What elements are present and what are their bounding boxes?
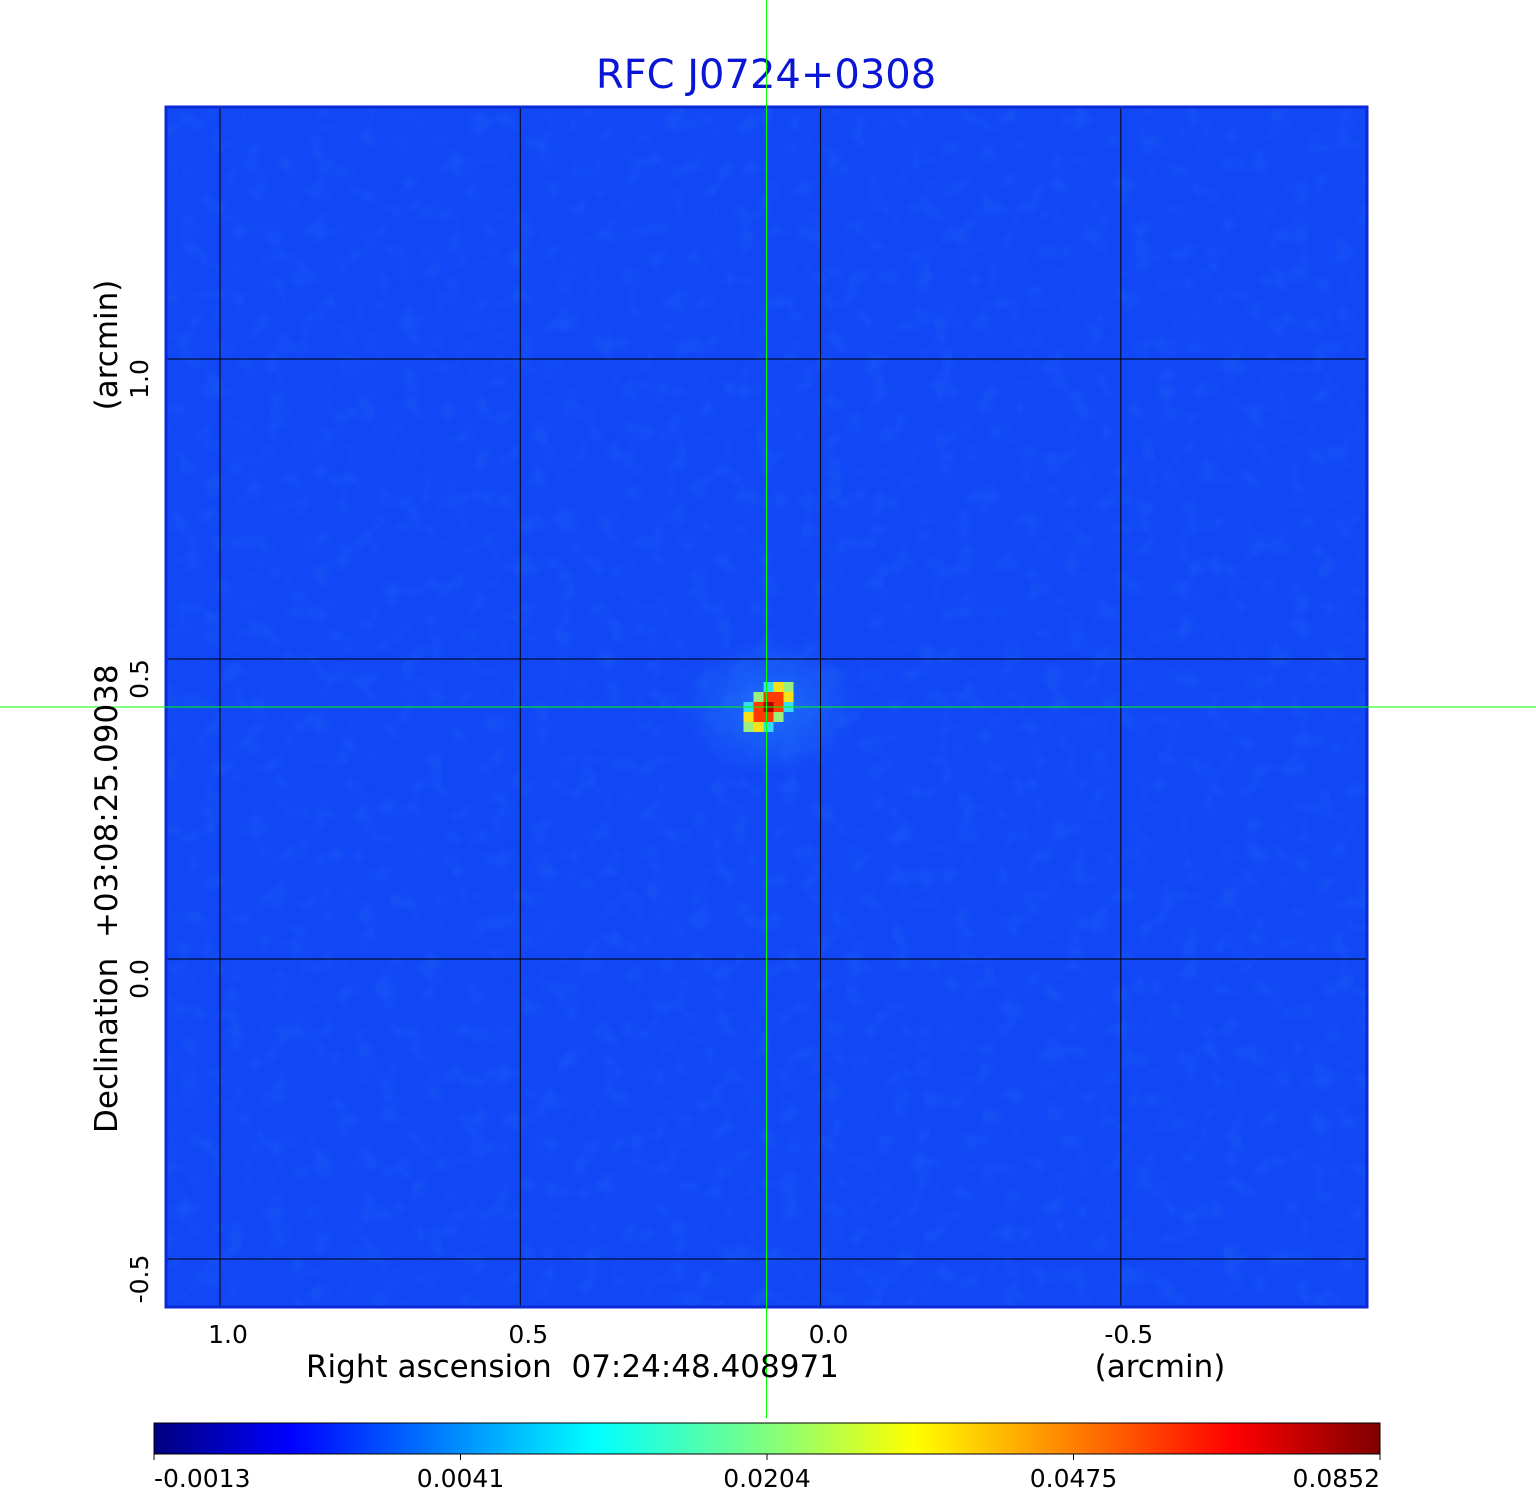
source-pixel <box>763 682 774 692</box>
colorbar-tick-label: 0.0475 <box>1030 1464 1117 1493</box>
y-tick-label: -0.5 <box>125 1255 154 1304</box>
x-tick-label: 1.0 <box>208 1320 248 1349</box>
y-axis-label: Declination +03:08:25.09038 <box>89 664 125 1133</box>
y-tick-label: 1.0 <box>125 359 154 399</box>
y-tick-labels: 1.0 0.5 0.0 -0.5 <box>125 359 154 1303</box>
colorbar-tick-label: 0.0041 <box>417 1464 504 1493</box>
x-axis-unit: (arcmin) <box>1095 1349 1226 1385</box>
source-pixel <box>763 722 774 732</box>
source-pixel <box>753 692 764 702</box>
source-pixel <box>783 692 794 702</box>
crosshair <box>0 0 1536 1418</box>
colorbar-tick-label: -0.0013 <box>154 1464 251 1493</box>
source-pixel <box>743 722 754 732</box>
y-tick-label: 0.0 <box>125 959 154 999</box>
colorbar-tick-label: 0.0204 <box>723 1464 810 1493</box>
x-tick-labels: 1.0 0.5 0.0 -0.5 <box>208 1320 1153 1349</box>
y-tick-label: 0.5 <box>125 659 154 699</box>
x-axis-label: Right ascension 07:24:48.408971 <box>306 1349 839 1385</box>
source-pixel <box>753 712 764 722</box>
colorbar-tick-label: 0.0852 <box>1293 1464 1380 1493</box>
colorbar-ticks: -0.0013 0.0041 0.0204 0.0475 0.0852 <box>153 1454 1381 1493</box>
source-pixel <box>773 682 784 692</box>
source-pixel <box>763 712 774 722</box>
colorbar: -0.0013 0.0041 0.0204 0.0475 0.0852 <box>153 1422 1381 1493</box>
source-pixel <box>743 712 754 722</box>
source-pixel <box>773 712 784 722</box>
source-pixel <box>753 722 764 732</box>
source-pixel <box>763 692 774 702</box>
x-tick-label: 0.0 <box>809 1320 849 1349</box>
source-pixel <box>783 682 794 692</box>
x-tick-label: 0.5 <box>508 1320 548 1349</box>
x-tick-label: -0.5 <box>1104 1320 1153 1349</box>
y-axis-unit: (arcmin) <box>89 280 125 411</box>
colorbar-gradient <box>153 1422 1381 1455</box>
source-pixel <box>773 692 784 702</box>
